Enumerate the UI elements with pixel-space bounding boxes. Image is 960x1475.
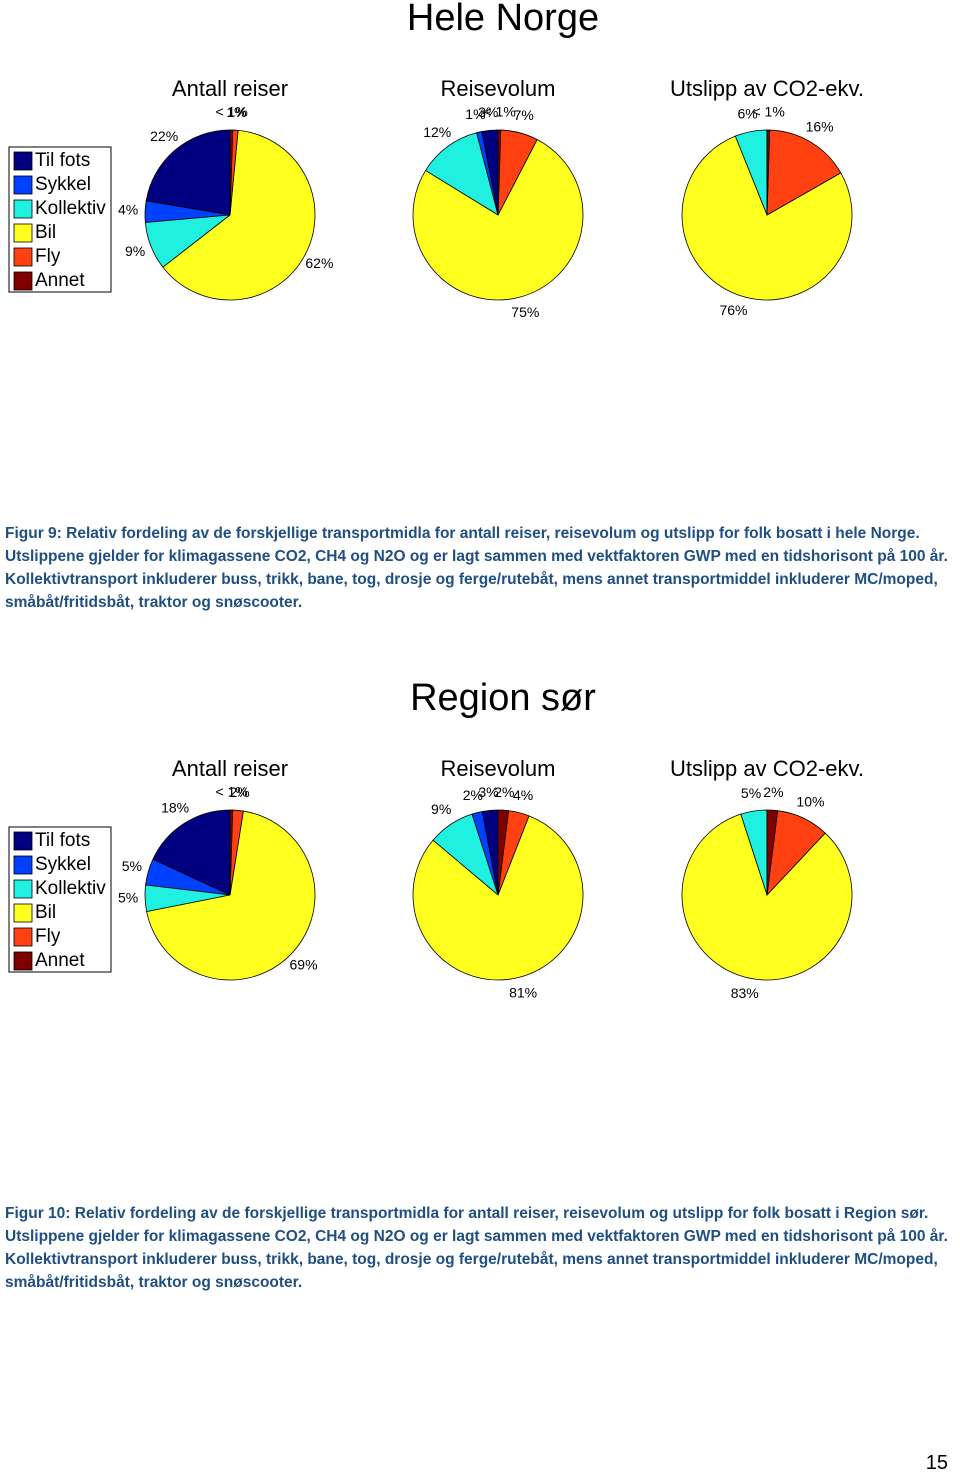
slice-label: < 1% <box>215 784 247 800</box>
legend-label: Fly <box>35 926 61 947</box>
slice-label: 9% <box>431 801 451 817</box>
legend-label: Kollektiv <box>35 878 106 899</box>
chart-title: Reisevolum <box>441 76 556 101</box>
slice-label: 2% <box>763 784 783 800</box>
pie-slice <box>162 129 316 301</box>
chart-title: Utslipp av CO2-ekv. <box>670 756 864 781</box>
pie-slice <box>229 809 234 896</box>
pie-slice <box>766 129 771 216</box>
pie-slice <box>152 809 231 896</box>
slice-label: 4% <box>118 202 138 218</box>
legend-label: Til fots <box>35 150 90 171</box>
legend-swatch <box>13 175 33 195</box>
legend-swatch <box>13 951 33 971</box>
pie-slice <box>146 810 316 981</box>
legend-swatch <box>13 199 33 219</box>
legend-swatch <box>13 903 33 923</box>
slice-label: 5% <box>118 890 138 906</box>
slice-label: 81% <box>509 985 537 1001</box>
slice-label: 75% <box>511 304 539 320</box>
pie-slice <box>412 138 584 301</box>
legend-label: Sykkel <box>35 174 91 195</box>
legend-label: Fly <box>35 246 61 267</box>
slice-label: 12% <box>423 124 451 140</box>
slice-label: 22% <box>150 128 178 144</box>
slice-label: 3% <box>478 104 498 120</box>
legend-swatch <box>13 223 33 243</box>
slice-label: 5% <box>122 858 142 874</box>
pie-slice <box>145 129 231 216</box>
legend-label: Annet <box>35 270 85 291</box>
legend-box <box>8 826 112 973</box>
slice-label: < 1% <box>483 104 515 120</box>
slice-label: 1% <box>226 104 246 120</box>
slice-label: 69% <box>290 956 318 972</box>
slice-label: < 1% <box>752 104 784 120</box>
legend-label: Kollektiv <box>35 198 106 219</box>
chart-title: Utslipp av CO2-ekv. <box>670 76 864 101</box>
legend-box <box>8 146 112 293</box>
figure-title: Hele Norge <box>407 0 599 39</box>
chart-title: Antall reiser <box>172 76 288 101</box>
pie-slice <box>497 129 502 216</box>
legend-label: Annet <box>35 950 85 971</box>
pie-slice <box>681 813 853 981</box>
slice-label: 5% <box>741 785 761 801</box>
page-number: 15 <box>925 1452 948 1474</box>
slice-label: 16% <box>806 118 834 134</box>
slice-label: 7% <box>514 107 534 123</box>
slice-label: 62% <box>305 255 333 271</box>
legend-label: Til fots <box>35 830 90 851</box>
legend-swatch <box>13 151 33 171</box>
legend-swatch <box>13 247 33 267</box>
legend-swatch <box>13 927 33 947</box>
pie-slice <box>681 135 853 301</box>
figure-caption: Figur 9: Relativ fordeling av de forskje… <box>5 525 948 611</box>
legend-label: Sykkel <box>35 854 91 875</box>
slice-label: 9% <box>125 243 145 259</box>
slice-label: 76% <box>719 302 747 318</box>
slice-label: 1% <box>465 106 485 122</box>
pie-slice <box>412 815 584 981</box>
legend-label: Bil <box>35 902 56 923</box>
slice-label: 2% <box>494 784 514 800</box>
legend-swatch <box>13 855 33 875</box>
slice-label: 18% <box>161 800 189 816</box>
slice-label: 2% <box>463 787 483 803</box>
pie-slice <box>424 132 499 216</box>
slice-label: 4% <box>513 787 533 803</box>
slice-label: 6% <box>737 106 757 122</box>
legend-swatch <box>13 271 33 291</box>
pie-slice <box>766 129 842 216</box>
slice-label: 3% <box>478 784 498 800</box>
figure-caption: Figur 10: Relativ fordeling av de forskj… <box>5 1205 948 1291</box>
chart-title: Reisevolum <box>441 756 556 781</box>
pie-slice <box>497 809 509 896</box>
chart-title: Antall reiser <box>172 756 288 781</box>
slice-label: < 1% <box>215 104 247 120</box>
slice-label: 10% <box>796 793 824 809</box>
slice-label: 83% <box>731 985 759 1001</box>
slice-label: 2% <box>230 784 250 800</box>
legend-swatch <box>13 879 33 899</box>
legend-swatch <box>13 831 33 851</box>
pie-slice <box>766 809 779 896</box>
figure-title: Region sør <box>410 677 596 719</box>
legend-label: Bil <box>35 222 56 243</box>
pie-slice <box>229 129 234 216</box>
